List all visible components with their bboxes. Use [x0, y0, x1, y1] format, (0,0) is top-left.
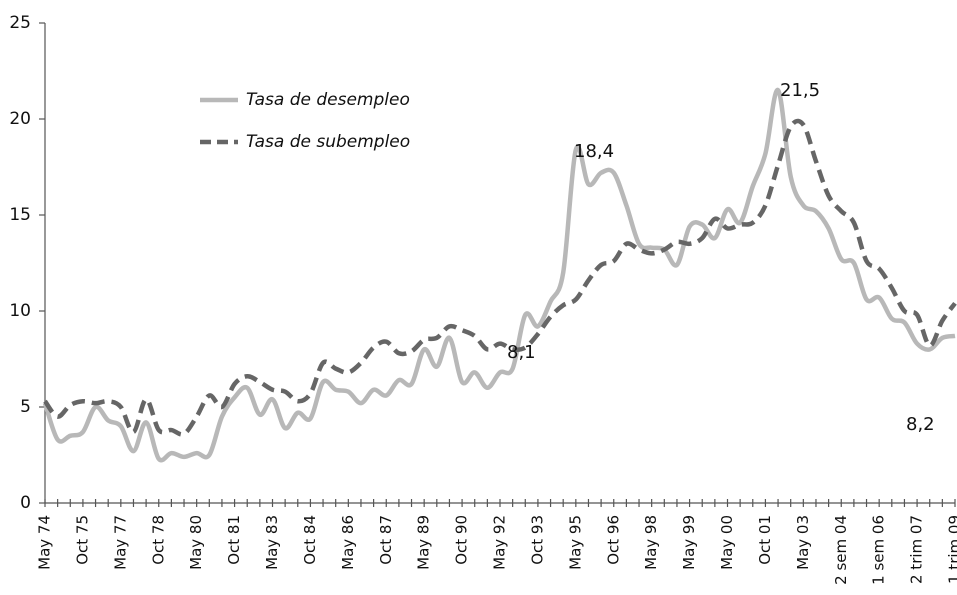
x-tick-label: Oct 78	[149, 515, 167, 565]
annotation: 8,2	[906, 414, 935, 435]
x-tick-label: 1 sem 06	[870, 515, 888, 585]
x-tick-label: Oct 81	[225, 515, 243, 565]
x-tick-label: Oct 90	[453, 515, 471, 565]
x-tick-label: Oct 01	[756, 515, 774, 565]
series-line	[42, 87, 956, 463]
y-tick-label: 5	[20, 397, 31, 417]
x-tick-label: May 99	[680, 515, 698, 570]
x-tick-label: Oct 87	[377, 515, 395, 565]
series-line	[43, 118, 957, 437]
x-tick-label: 2 sem 04	[832, 515, 850, 585]
x-tick-label: May 74	[36, 515, 54, 570]
y-tick-label: 20	[9, 109, 31, 129]
x-tick-label: May 83	[263, 515, 281, 570]
x-tick-label: Oct 84	[301, 515, 319, 565]
x-tick-label: 2 trim 07	[908, 515, 926, 584]
x-tick-label: Oct 96	[604, 515, 622, 565]
y-tick-label: 10	[9, 301, 31, 321]
x-tick-label: May 00	[718, 515, 736, 570]
annotation: 21,5	[780, 80, 820, 101]
x-tick-label: Oct 75	[73, 515, 91, 565]
x-tick-label: May 86	[339, 515, 357, 570]
y-tick-label: 15	[9, 205, 31, 225]
x-tick-label: Oct 93	[528, 515, 546, 565]
annotation: 8,1	[507, 342, 536, 363]
x-tick-label: May 92	[491, 515, 509, 570]
x-tick-label: May 89	[415, 515, 433, 570]
y-tick-label: 25	[9, 13, 31, 33]
annotation: 18,4	[574, 141, 614, 162]
y-tick-label: 0	[20, 493, 31, 513]
x-tick-label: May 98	[642, 515, 660, 570]
x-tick-label: May 95	[566, 515, 584, 570]
legend-label: Tasa de desempleo	[246, 90, 410, 110]
x-tick-label: May 03	[794, 515, 812, 570]
x-tick-label: May 77	[111, 515, 129, 570]
legend-label: Tasa de subempleo	[246, 132, 410, 152]
x-tick-label: 1 trim 09	[946, 515, 957, 584]
x-tick-label: May 80	[187, 515, 205, 570]
